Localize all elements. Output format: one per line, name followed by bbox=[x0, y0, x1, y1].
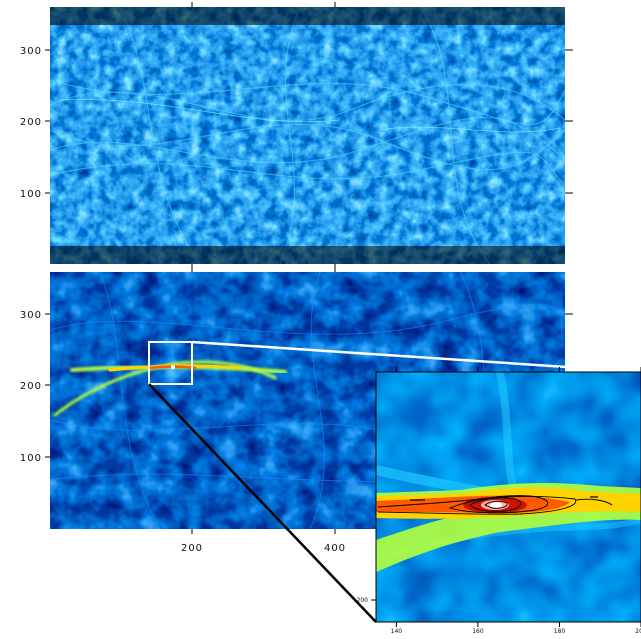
inset-axis-ticks: 140 160 180 200 200 bbox=[357, 367, 641, 635]
zoom-region-box bbox=[148, 341, 193, 385]
y-tick-label: 100 bbox=[20, 453, 42, 464]
y-tick-label: 300 bbox=[20, 310, 42, 321]
top-heatmap-panel: 100 200 300 bbox=[20, 2, 573, 269]
inset-contours bbox=[377, 495, 613, 515]
top-axis-ticks: 100 200 300 bbox=[20, 2, 573, 269]
inset-zoom-panel: 140 160 180 200 200 bbox=[357, 367, 641, 635]
x-tick-label: 140 bbox=[391, 628, 403, 635]
zoom-connector-lines bbox=[148, 340, 641, 623]
x-tick-label: 200 bbox=[181, 543, 203, 554]
y-tick-label: 100 bbox=[20, 189, 42, 200]
y-tick-label: 300 bbox=[20, 46, 42, 57]
x-tick-label: 400 bbox=[324, 543, 346, 554]
y-tick-label: 200 bbox=[20, 117, 42, 128]
bright-ridge bbox=[53, 360, 287, 417]
x-tick-label: 200 bbox=[635, 628, 641, 635]
y-tick-label: 200 bbox=[20, 381, 42, 392]
x-tick-label: 180 bbox=[554, 628, 566, 635]
y-tick-label: 200 bbox=[357, 597, 369, 604]
x-tick-label: 160 bbox=[472, 628, 484, 635]
bottom-axis-ticks: 200 400 100 200 300 bbox=[20, 267, 573, 554]
top-heatmap-background bbox=[50, 7, 565, 264]
inset-frame bbox=[375, 371, 641, 623]
